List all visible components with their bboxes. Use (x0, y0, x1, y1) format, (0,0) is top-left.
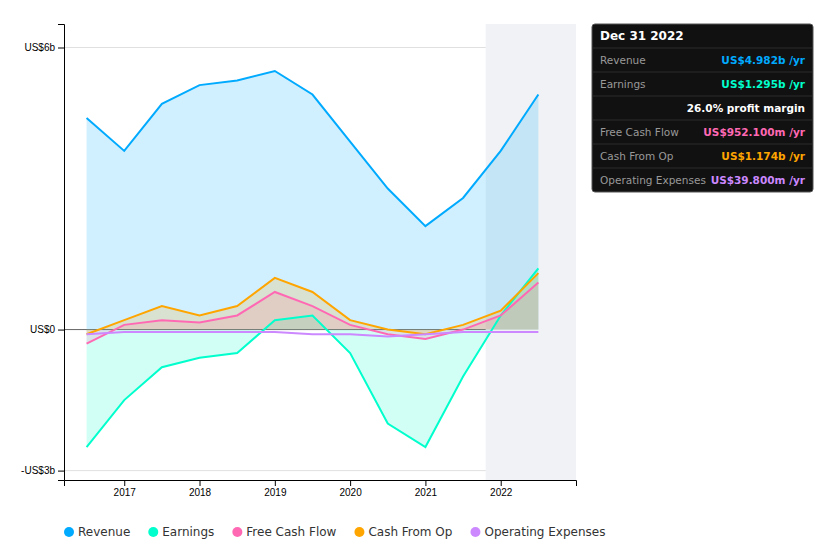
y-tick-label: US$6b (24, 42, 55, 53)
x-tick: 2019 (264, 480, 287, 498)
legend-swatch (148, 527, 158, 537)
info-value: US$1.174b /yr (721, 150, 805, 162)
x-tick: 2020 (339, 480, 362, 498)
legend-item: Free Cash Flow (232, 525, 336, 539)
info-value: US$952.100m /yr (703, 126, 805, 138)
legend-label: Operating Expenses (484, 525, 605, 539)
line (87, 268, 539, 447)
x-tick-mark (124, 480, 125, 486)
x-tick-label: 2017 (114, 487, 137, 498)
area (87, 71, 539, 330)
x-tick-label: 2021 (415, 487, 438, 498)
info-value: US$4.982b /yr (721, 54, 805, 66)
x-axis-line (65, 481, 577, 487)
info-separator (592, 96, 813, 97)
legend-label: Free Cash Flow (246, 525, 336, 539)
y-tick: -US$3b (21, 465, 64, 476)
legend-item: Cash From Op (354, 525, 452, 539)
x-tick-mark (200, 480, 201, 486)
info-label: Earnings (600, 78, 646, 90)
y-tick-mark (58, 471, 64, 472)
y-tick: US$0 (30, 324, 64, 335)
x-tick-label: 2022 (490, 487, 513, 498)
x-tick-label: 2020 (339, 487, 362, 498)
legend-item: Revenue (64, 525, 130, 539)
legend-swatch (232, 527, 242, 537)
line (87, 71, 539, 226)
info-separator (592, 144, 813, 145)
legend-label: Cash From Op (368, 525, 452, 539)
info-separator (592, 48, 813, 49)
legend-swatch (354, 527, 364, 537)
info-value: 26.0% profit margin (687, 102, 805, 114)
x-tick-label: 2018 (189, 487, 212, 498)
line (87, 332, 539, 337)
x-tick-label: 2019 (264, 487, 287, 498)
x-tick-mark (275, 480, 276, 486)
legend: Revenue Earnings Free Cash Flow Cash From O… (64, 525, 605, 539)
x-tick-mark (350, 480, 351, 486)
x-axis: 2017 2018 2019 2020 2021 2022 (65, 480, 577, 498)
legend-label: Earnings (162, 525, 214, 539)
info-title: Dec 31 2022 (600, 29, 684, 43)
legend-label: Revenue (78, 525, 130, 539)
info-panel: Dec 31 2022 Revenue US$4.982b /yr Earnings U… (592, 24, 813, 192)
info-label: Revenue (600, 54, 646, 66)
info-value: US$39.800m /yr (711, 174, 806, 186)
info-label: Free Cash Flow (600, 126, 679, 138)
plot-area: 2017 2018 2019 2020 2021 2022 US$6b US$0 -US$3b (21, 24, 576, 498)
marks (87, 24, 576, 480)
area (87, 273, 539, 334)
info-panel-box (592, 24, 813, 192)
chart: 2017 2018 2019 2020 2021 2022 US$6b US$0 -US$3b R… (0, 0, 821, 560)
x-tick-mark (425, 480, 426, 486)
y-tick-label: -US$3b (21, 465, 55, 476)
legend-item: Earnings (148, 525, 214, 539)
info-separator (592, 72, 813, 73)
info-separator (592, 168, 813, 169)
info-value: US$1.295b /yr (721, 78, 805, 90)
legend-swatch (470, 527, 480, 537)
legend-swatch (64, 527, 74, 537)
y-tick: US$6b (24, 42, 64, 53)
x-tick: 2022 (490, 480, 513, 498)
info-label: Operating Expenses (600, 174, 706, 186)
x-tick-mark (501, 480, 502, 486)
line (87, 273, 539, 334)
y-axis-line (58, 25, 65, 481)
area (87, 268, 539, 447)
y-axis: US$6b US$0 -US$3b (21, 25, 64, 481)
info-label: Cash From Op (600, 150, 674, 162)
info-separator (592, 120, 813, 121)
x-tick: 2018 (189, 480, 212, 498)
x-tick: 2021 (415, 480, 438, 498)
y-tick-mark (58, 48, 64, 49)
legend-item: Operating Expenses (470, 525, 605, 539)
y-tick-label: US$0 (30, 324, 55, 335)
x-tick: 2017 (114, 480, 137, 498)
y-tick-mark (58, 330, 64, 331)
